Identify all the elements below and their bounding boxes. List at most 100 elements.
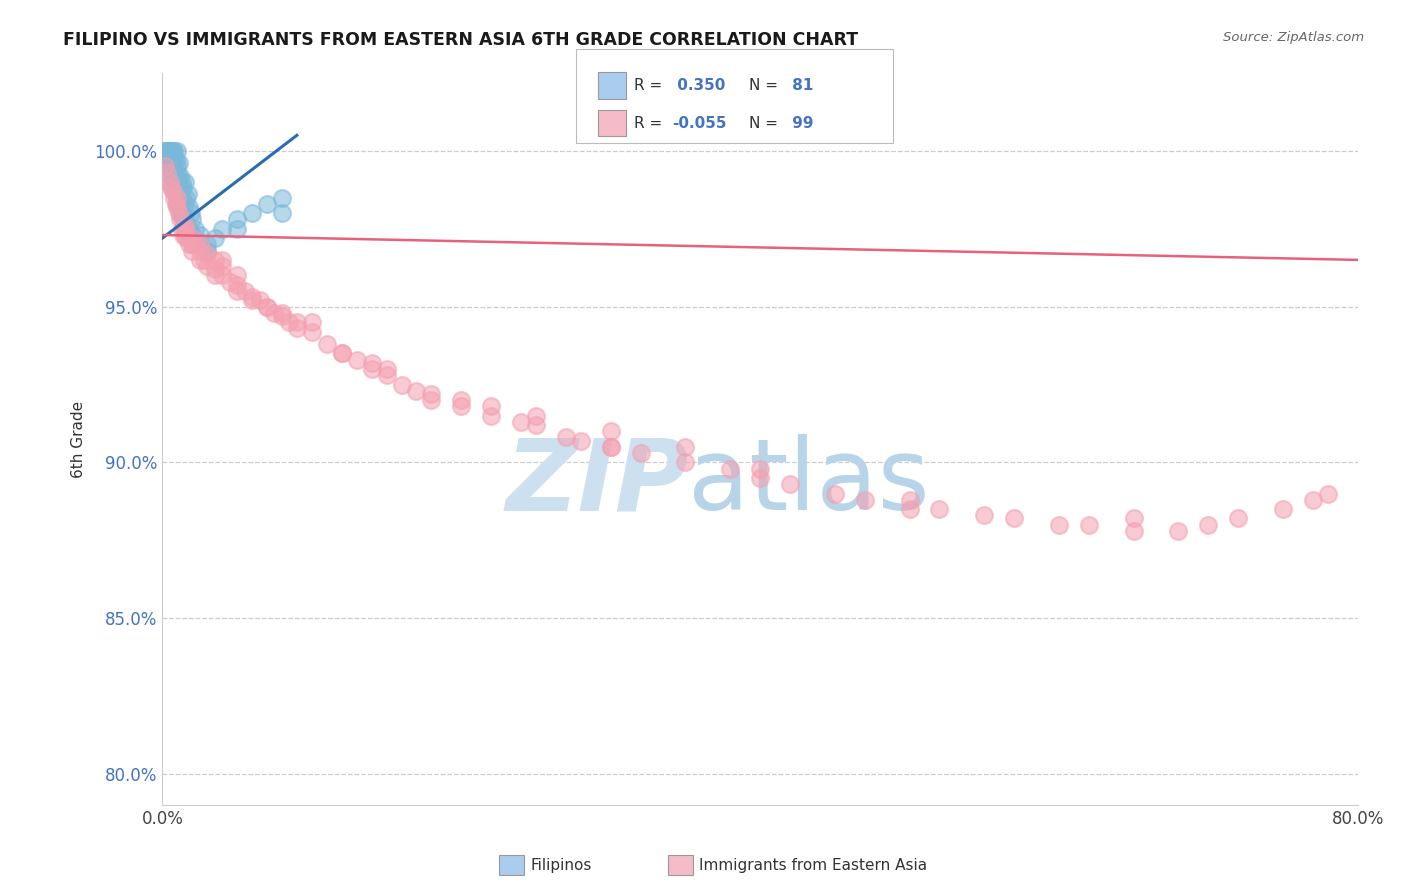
Point <box>156 166 179 180</box>
Point <box>153 144 176 158</box>
Point <box>405 384 427 398</box>
Point <box>179 237 201 252</box>
Point <box>271 191 294 205</box>
Point <box>169 169 191 183</box>
Point <box>173 175 195 189</box>
Point <box>211 259 233 273</box>
Point <box>162 169 184 183</box>
Point <box>167 175 190 189</box>
Point <box>173 221 195 235</box>
Point <box>240 206 263 220</box>
Point <box>184 221 207 235</box>
Point <box>165 175 187 189</box>
Point <box>166 144 188 158</box>
Text: 81: 81 <box>787 78 814 94</box>
Point <box>195 244 218 258</box>
Point <box>240 290 263 304</box>
Point <box>524 409 547 423</box>
Point <box>510 415 533 429</box>
Point <box>928 502 950 516</box>
Point <box>898 492 921 507</box>
Point <box>1122 524 1144 538</box>
Point <box>170 191 193 205</box>
Y-axis label: 6th Grade: 6th Grade <box>72 401 86 477</box>
Text: 99: 99 <box>787 115 814 130</box>
Point <box>898 502 921 516</box>
Point <box>165 153 187 168</box>
Point <box>166 160 188 174</box>
Point <box>160 160 183 174</box>
Point <box>226 284 249 298</box>
Point <box>1316 486 1339 500</box>
Point <box>167 156 190 170</box>
Point <box>162 166 184 180</box>
Point <box>179 200 201 214</box>
Point <box>188 244 211 258</box>
Point <box>204 262 226 277</box>
Point <box>1302 492 1324 507</box>
Point <box>176 221 198 235</box>
Point <box>159 144 181 158</box>
Text: Filipinos: Filipinos <box>530 858 592 872</box>
Point <box>188 227 211 242</box>
Point <box>166 197 188 211</box>
Point <box>188 252 211 267</box>
Point <box>163 178 186 193</box>
Point <box>204 231 226 245</box>
Point <box>162 185 184 199</box>
Point <box>360 356 382 370</box>
Point <box>157 166 180 180</box>
Point <box>165 187 187 202</box>
Point <box>271 309 294 323</box>
Point <box>160 162 183 177</box>
Point <box>159 175 181 189</box>
Point <box>169 206 191 220</box>
Point <box>420 393 443 408</box>
Point <box>166 191 188 205</box>
Point <box>173 219 195 233</box>
Point <box>181 227 204 242</box>
Point <box>256 300 278 314</box>
Point <box>195 244 218 258</box>
Point <box>163 144 186 158</box>
Point <box>177 187 200 202</box>
Point <box>156 144 179 158</box>
Text: N =: N = <box>749 115 783 130</box>
Point <box>211 221 233 235</box>
Point <box>163 191 186 205</box>
Point <box>159 150 181 164</box>
Point <box>159 156 181 170</box>
Point <box>479 400 502 414</box>
Point <box>256 300 278 314</box>
Point <box>256 197 278 211</box>
Point <box>166 181 188 195</box>
Point <box>1167 524 1189 538</box>
Point <box>1077 517 1099 532</box>
Point <box>249 293 271 308</box>
Point <box>285 315 308 329</box>
Text: ZIP: ZIP <box>505 434 689 532</box>
Point <box>450 393 472 408</box>
Point <box>630 446 652 460</box>
Point <box>211 268 233 283</box>
Point <box>1227 511 1250 525</box>
Point <box>195 237 218 252</box>
Point <box>165 187 187 202</box>
Point <box>271 206 294 220</box>
Point <box>226 268 249 283</box>
Point <box>167 197 190 211</box>
Point <box>749 461 772 475</box>
Point <box>278 315 301 329</box>
Point <box>176 231 198 245</box>
Point <box>180 206 202 220</box>
Point <box>824 486 846 500</box>
Point <box>159 144 181 158</box>
Point <box>375 368 398 383</box>
Point <box>450 400 472 414</box>
Point <box>479 409 502 423</box>
Point <box>160 178 183 193</box>
Point <box>391 377 413 392</box>
Point <box>211 252 233 267</box>
Point <box>172 227 194 242</box>
Text: Immigrants from Eastern Asia: Immigrants from Eastern Asia <box>699 858 927 872</box>
